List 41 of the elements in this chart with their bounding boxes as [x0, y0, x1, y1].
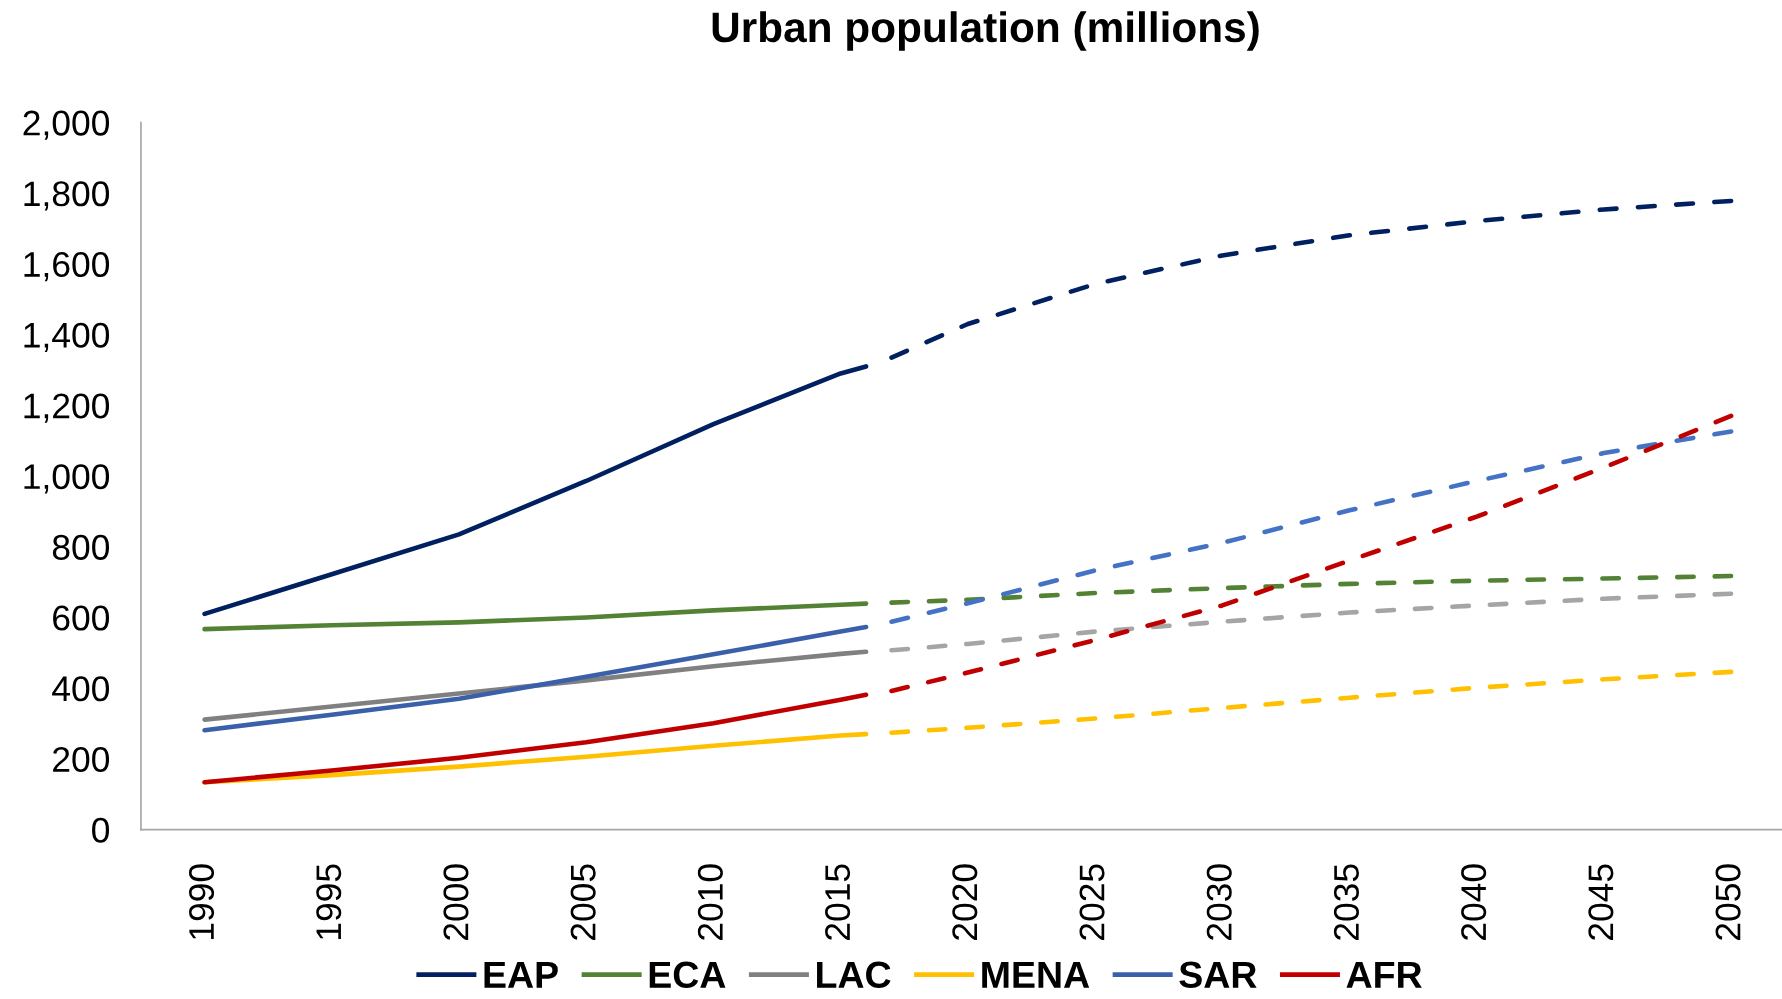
line-series [889, 413, 1734, 694]
legend-label: ECA [649, 961, 726, 989]
legend-label: SAR [1179, 961, 1257, 989]
y-tick-label: 1,800 [24, 181, 110, 211]
line-series [889, 573, 1734, 605]
x-tick-label: 2040 [1461, 864, 1487, 940]
x-tick-label: 2005 [570, 864, 596, 940]
y-tick-label: 1,400 [24, 322, 110, 352]
line-series [889, 198, 1734, 360]
legend-label: EAP [484, 961, 558, 988]
x-tick-label: 2045 [1588, 864, 1614, 940]
line-series [889, 669, 1734, 735]
chart-title: Urban population (millions) [712, 11, 1259, 51]
y-tick-label: 400 [52, 676, 110, 702]
y-tick-label: 2,000 [23, 110, 110, 140]
x-tick-label: 2020 [952, 864, 978, 940]
line-series [202, 692, 869, 785]
x-tick-label: 1990 [188, 864, 215, 939]
line-series [202, 624, 869, 733]
line-series [202, 364, 869, 617]
y-tick-label: 800 [52, 534, 110, 560]
legend-label: AFR [1346, 961, 1422, 988]
line-series [889, 429, 1734, 624]
line-series [889, 591, 1734, 653]
x-tick-label: 2030 [1206, 864, 1232, 940]
x-tick-label: 2010 [697, 864, 723, 940]
y-tick-label: 0 [92, 817, 110, 843]
x-tick-label: 1995 [316, 864, 342, 939]
y-tick-label: 600 [53, 605, 110, 631]
y-tick-label: 200 [53, 746, 110, 773]
x-tick-label: 2050 [1715, 864, 1741, 940]
y-tick-label: 1,000 [24, 464, 110, 494]
x-tick-label: 2025 [1079, 864, 1105, 940]
y-tick-label: 1,200 [24, 393, 110, 423]
legend-label: MENA [982, 961, 1090, 988]
x-tick-label: 2035 [1333, 864, 1359, 940]
y-tick-label: 1,600 [24, 252, 110, 282]
x-tick-label: 2015 [825, 864, 851, 940]
x-tick-label: 2000 [443, 864, 469, 940]
line-series [202, 601, 869, 632]
legend-label: LAC [817, 961, 891, 989]
